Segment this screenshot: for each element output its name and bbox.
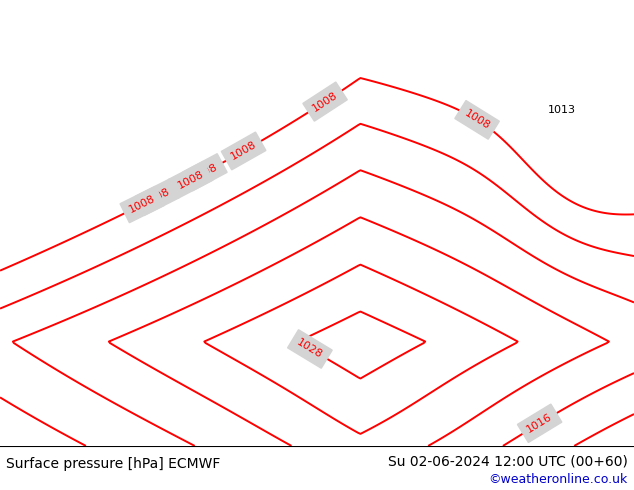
Text: 1008: 1008 — [127, 194, 157, 215]
Text: 1013: 1013 — [548, 105, 576, 115]
Text: 1028: 1028 — [295, 338, 325, 361]
Text: 1016: 1016 — [525, 412, 554, 435]
Text: 1008: 1008 — [463, 108, 492, 131]
Text: 1008: 1008 — [142, 187, 171, 208]
Text: ©weatheronline.co.uk: ©weatheronline.co.uk — [488, 472, 628, 486]
Text: 1008: 1008 — [190, 161, 219, 183]
Text: Surface pressure [hPa] ECMWF: Surface pressure [hPa] ECMWF — [6, 457, 221, 470]
Text: 1008: 1008 — [176, 169, 205, 191]
Text: 1008: 1008 — [311, 90, 340, 114]
Text: Su 02-06-2024 12:00 UTC (00+60): Su 02-06-2024 12:00 UTC (00+60) — [388, 454, 628, 468]
Text: 1008: 1008 — [229, 140, 258, 162]
